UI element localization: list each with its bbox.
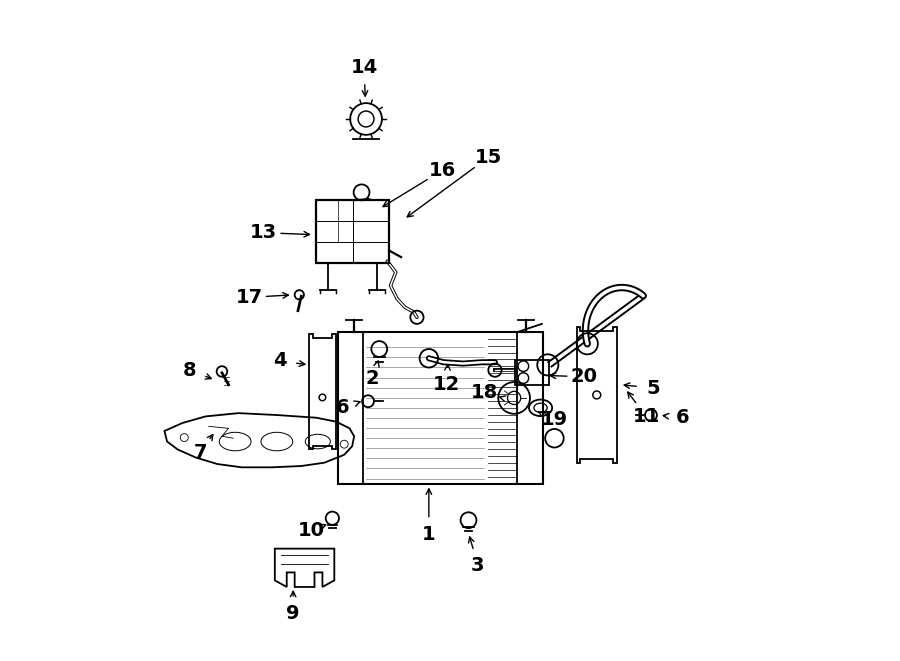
- Text: 15: 15: [474, 148, 502, 167]
- Text: 17: 17: [236, 288, 263, 307]
- Text: 5: 5: [647, 379, 661, 397]
- Text: 14: 14: [350, 58, 378, 77]
- Text: 10: 10: [298, 522, 325, 540]
- Text: 3: 3: [471, 556, 484, 574]
- Text: 20: 20: [571, 368, 598, 386]
- Text: 7: 7: [194, 444, 207, 462]
- Text: 9: 9: [286, 604, 300, 623]
- Text: 4: 4: [273, 352, 286, 370]
- Text: 18: 18: [471, 383, 498, 402]
- Text: 2: 2: [366, 369, 380, 387]
- Text: 6: 6: [676, 408, 689, 427]
- Text: 12: 12: [433, 375, 460, 394]
- Text: 19: 19: [541, 410, 568, 429]
- Text: 6: 6: [336, 399, 350, 417]
- Text: 13: 13: [250, 223, 277, 242]
- Text: 8: 8: [183, 361, 196, 379]
- Text: 1: 1: [422, 525, 436, 543]
- Text: 11: 11: [633, 407, 660, 426]
- Text: 16: 16: [428, 161, 455, 180]
